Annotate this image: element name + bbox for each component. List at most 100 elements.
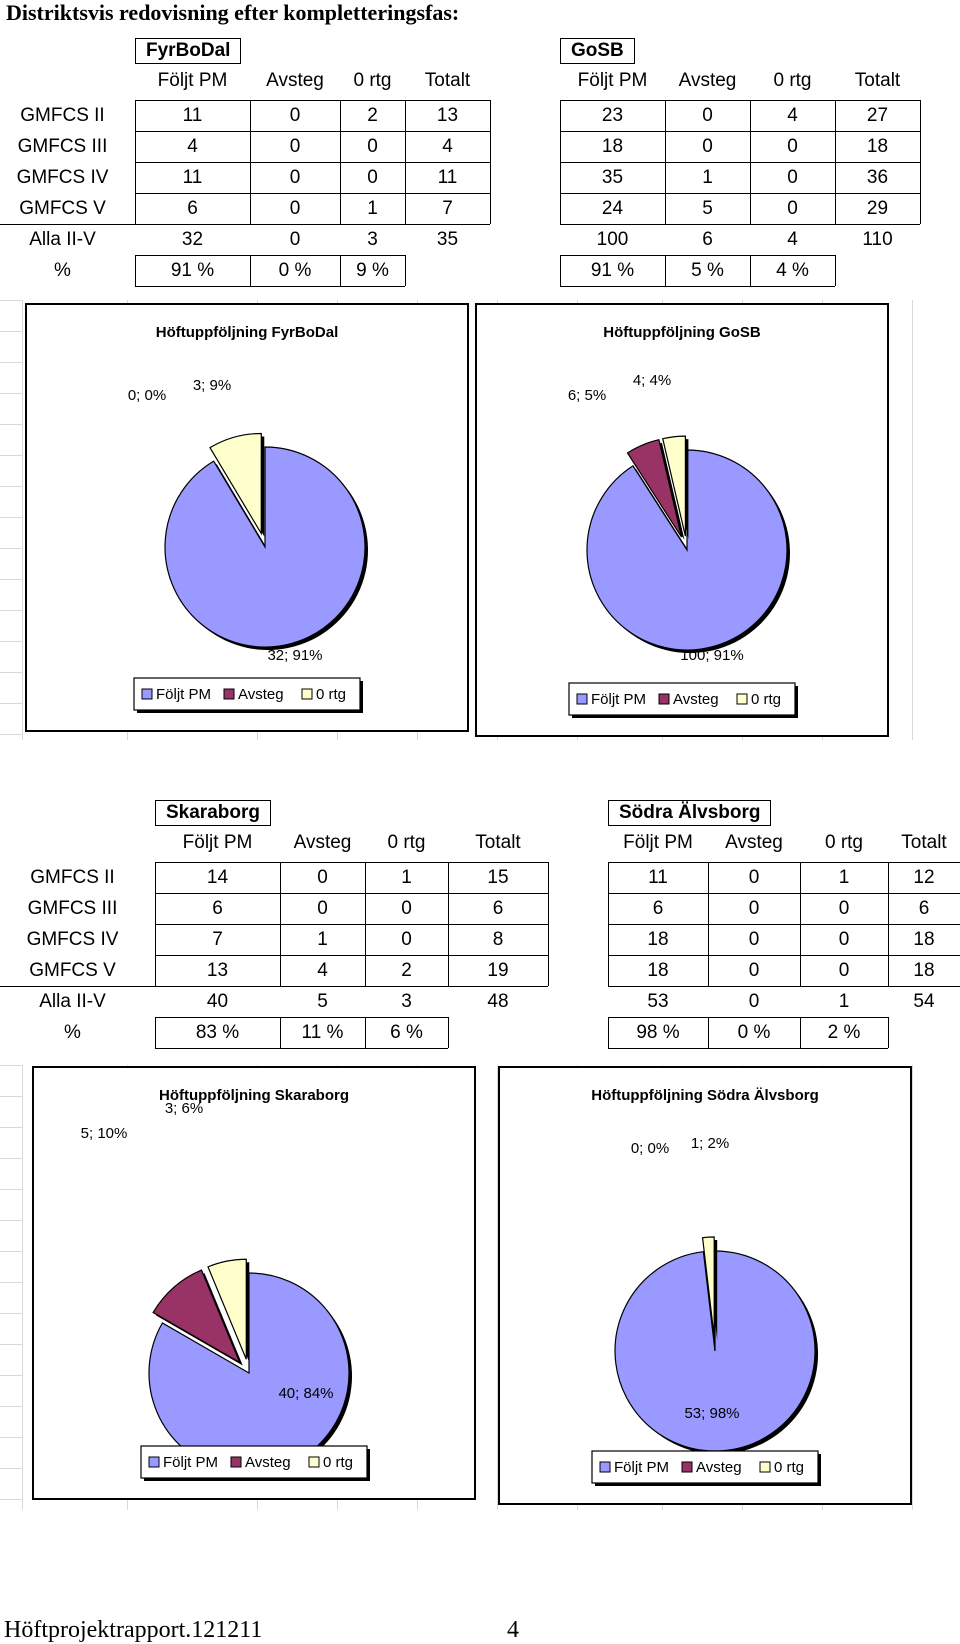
table-border	[665, 255, 666, 286]
table-cell: 0	[367, 136, 378, 157]
grid-line	[0, 1065, 22, 1066]
grid-line	[0, 1468, 22, 1469]
legend-box	[133, 677, 361, 711]
table-border	[155, 862, 156, 986]
table-border	[608, 862, 609, 986]
grid-line	[22, 1065, 23, 1510]
grid-line	[0, 1406, 22, 1407]
column-header: Följt PM	[623, 832, 693, 853]
table-border	[405, 255, 406, 286]
table-border	[888, 862, 889, 986]
table-border	[340, 100, 341, 224]
grid-line	[0, 548, 22, 549]
table-border	[365, 1017, 366, 1048]
table-cell: 48	[487, 991, 509, 1012]
district-name: Skaraborg	[155, 800, 271, 826]
table-border	[560, 286, 835, 287]
table-border	[448, 862, 449, 986]
table-cell: 27	[866, 105, 889, 126]
row-label: GMFCS IV	[16, 167, 109, 188]
table-cell: 15	[487, 867, 509, 888]
grid-line	[0, 1158, 22, 1159]
chart-title: Höftuppföljning FyrBoDal	[156, 324, 338, 341]
table-border	[800, 1017, 801, 1048]
grid-line	[0, 1499, 22, 1500]
grid-line	[0, 1437, 22, 1438]
district-name: Södra Älvsborg	[608, 800, 772, 826]
pie-slice	[152, 1269, 241, 1364]
table-cell: 83 %	[195, 1022, 240, 1043]
table-border	[250, 255, 251, 286]
legend-item: 0 rtg	[316, 686, 346, 703]
table-cell: 0	[367, 167, 378, 188]
table-cell: 3	[401, 991, 412, 1012]
table-cell: 0	[289, 167, 301, 188]
table-border	[135, 162, 490, 163]
pie-chart-sodra-alvsborg: Höftuppföljning Södra Älvsborg 53; 98% 0; …	[498, 1066, 912, 1505]
table-cell: 6	[652, 898, 664, 919]
table-border	[608, 986, 960, 987]
grid-line	[0, 1096, 22, 1097]
pie-chart-skaraborg: Höftuppföljning Skaraborg 40; 84% 5; 10% 3;…	[32, 1066, 476, 1500]
table-border	[560, 131, 920, 132]
table-border	[135, 255, 405, 256]
column-header: Totalt	[475, 832, 521, 853]
column-header: 0 rtg	[824, 832, 864, 853]
page-title: Distriktsvis redovisning efter komplette…	[6, 0, 460, 25]
legend-item: Följt PM	[163, 1454, 218, 1471]
table-border	[608, 1017, 609, 1048]
table-border	[835, 100, 836, 224]
table-cell: 0	[289, 198, 301, 219]
legend-item: 0 rtg	[323, 1454, 353, 1471]
table-border	[920, 100, 921, 224]
column-header: Avsteg	[678, 70, 737, 91]
grid-line	[0, 455, 22, 456]
column-header: Avsteg	[293, 832, 352, 853]
pie-slice	[701, 1236, 715, 1338]
legend-item: Följt PM	[156, 686, 211, 703]
grid-line	[0, 486, 22, 487]
legend-item: Avsteg	[696, 1459, 742, 1476]
table-cell: 36	[866, 167, 889, 188]
table-cell: 1	[838, 867, 850, 888]
table-border	[0, 986, 548, 987]
row-label: GMFCS II	[20, 105, 105, 126]
column-header: Avsteg	[725, 832, 783, 853]
table-cell: 0	[787, 198, 798, 219]
table-cell: 1	[317, 929, 328, 950]
grid-line	[0, 1220, 22, 1221]
table-cell: 18	[913, 960, 935, 981]
table-border	[608, 955, 960, 956]
table-border	[250, 100, 251, 224]
table-cell: 35	[601, 167, 624, 188]
pie-chart-gosb: Höftuppföljning GoSB 100; 91% 6; 5% 4; 4% Fö…	[475, 303, 889, 737]
chart-title: Höftuppföljning Skaraborg	[159, 1087, 349, 1104]
table-cell: 1	[702, 167, 713, 188]
table-cell: 98 %	[636, 1022, 680, 1043]
row-label: GMFCS V	[29, 960, 116, 981]
table-cell: 11	[182, 167, 203, 188]
legend-swatch	[599, 1461, 611, 1473]
table-border	[835, 255, 836, 286]
row-label: Alla II-V	[29, 229, 96, 250]
legend-swatch	[230, 1456, 242, 1468]
pie-chart-fyrbodal: Höftuppföljning FyrBoDal 32; 91% 0; 0% 3; 9…	[25, 303, 469, 732]
legend-swatch	[301, 688, 313, 700]
table-cell: 4	[317, 960, 328, 981]
chart-svg: Höftuppföljning Södra Älvsborg 53; 98% 0; …	[591, 1087, 821, 1486]
table-border	[155, 893, 548, 894]
table-cell: 4 %	[776, 260, 809, 281]
row-label: %	[64, 1022, 81, 1043]
data-label: 4; 4%	[633, 372, 671, 389]
column-header: 0 rtg	[773, 70, 812, 91]
data-label: 100; 91%	[680, 647, 743, 664]
table-cell: 0 %	[737, 1022, 771, 1043]
table-cell: 91 %	[590, 260, 635, 281]
table-cell: 40	[206, 991, 229, 1012]
table-cell: 1	[401, 867, 412, 888]
table-border	[750, 100, 751, 224]
table-border	[560, 162, 920, 163]
table-cell: 0	[748, 929, 760, 950]
table-border	[365, 862, 366, 986]
table-border	[280, 1017, 281, 1048]
